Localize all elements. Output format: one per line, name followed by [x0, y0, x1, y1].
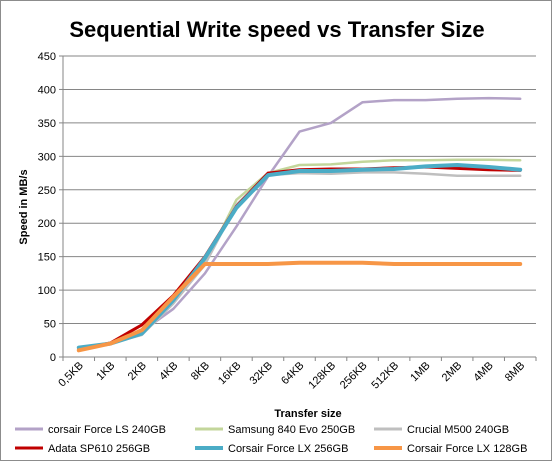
- legend-item: Samsung 840 Evo 250GB: [195, 424, 355, 436]
- gridlines: [63, 55, 536, 325]
- x-tick-label: 1MB: [408, 360, 432, 384]
- series-line-6: [76, 260, 523, 353]
- y-tick-labels: 0 50 100 150 200 250 300 350 400 450: [38, 51, 56, 364]
- legend: corsair Force LS 240GB Samsung 840 Evo 25…: [15, 424, 527, 455]
- y-tick-label: 300: [38, 151, 56, 163]
- legend-label: Samsung 840 Evo 250GB: [228, 424, 355, 436]
- y-tick-label: 450: [38, 51, 56, 63]
- legend-item: Crucial M500 240GB: [374, 424, 509, 436]
- y-tick-label: 0: [50, 352, 56, 364]
- y-tick-label: 150: [38, 252, 56, 264]
- x-tick-label: 2KB: [126, 360, 149, 383]
- x-tick-label: 512KB: [369, 360, 401, 392]
- x-tick-label: 2MB: [440, 360, 464, 384]
- x-tick-label: 16KB: [216, 360, 244, 388]
- series-lines: [76, 96, 523, 353]
- y-tick-label: 350: [38, 118, 56, 130]
- x-tick-label: 4MB: [471, 360, 495, 384]
- x-tick-label: 64KB: [279, 360, 307, 388]
- legend-label: Corsair Force LX 128GB: [407, 443, 527, 455]
- legend-label: Adata SP610 256GB: [48, 443, 150, 455]
- x-tick-label: 256KB: [338, 360, 370, 392]
- y-tick-label: 250: [38, 185, 56, 197]
- legend-item: Corsair Force LX 256GB: [195, 443, 348, 455]
- x-tick-label: 32KB: [248, 360, 276, 388]
- legend-label: Corsair Force LX 256GB: [228, 443, 348, 455]
- y-axis-title: Speed in MB/s: [18, 169, 30, 244]
- chart-title: Sequential Write speed vs Transfer Size: [69, 17, 484, 42]
- x-axis-title: Transfer size: [274, 408, 341, 420]
- x-tick-label: 0,5KB: [56, 360, 86, 390]
- y-tick-label: 400: [38, 84, 56, 96]
- y-tick-label: 100: [38, 285, 56, 297]
- legend-item: Corsair Force LX 128GB: [374, 443, 527, 455]
- x-tick-label: 128KB: [306, 360, 338, 392]
- series-line-5: [76, 163, 523, 350]
- legend-item: Adata SP610 256GB: [15, 443, 150, 455]
- series-line-4: [77, 165, 522, 351]
- x-tick-label: 1KB: [94, 360, 117, 383]
- x-tick-label: 8MB: [503, 360, 527, 384]
- y-tick-label: 50: [44, 319, 56, 331]
- legend-label: corsair Force LS 240GB: [48, 424, 166, 436]
- legend-item: corsair Force LS 240GB: [15, 424, 166, 436]
- axes: [59, 55, 537, 361]
- legend-label: Crucial M500 240GB: [407, 424, 509, 436]
- x-tick-labels: 0,5KB 1KB 2KB 4KB 8KB 16KB 32KB 64KB 128KB 256KB 5…: [56, 360, 527, 392]
- y-tick-label: 200: [38, 218, 56, 230]
- x-tick-label: 4KB: [157, 360, 180, 383]
- x-tick-label: 8KB: [189, 360, 212, 383]
